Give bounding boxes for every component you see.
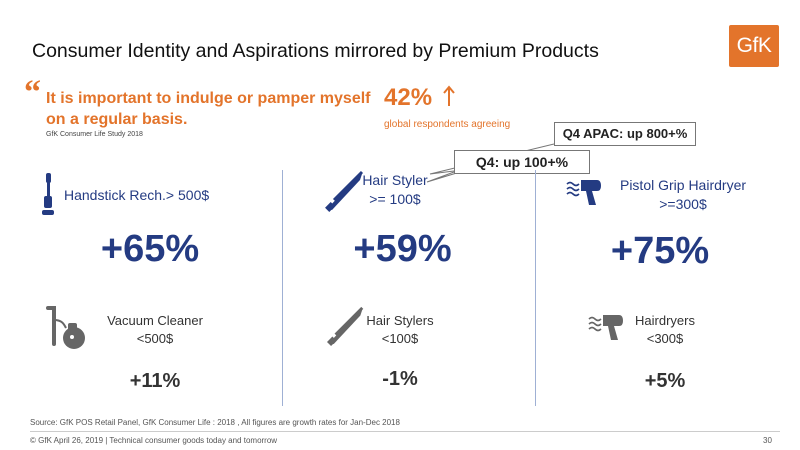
page-title: Consumer Identity and Aspirations mirror…	[32, 40, 599, 62]
page-number: 30	[763, 436, 772, 445]
col1-bottom-label-line: Vacuum Cleaner	[107, 313, 203, 328]
hair-styler-icon	[325, 170, 364, 212]
col2-bottom-value: -1%	[382, 368, 418, 390]
stat-label: global respondents agreeing	[384, 119, 511, 130]
col2-top-label-line: Hair Styler	[362, 172, 428, 188]
col2-top-value: +59%	[353, 228, 452, 270]
col2-bottom-label-line: Hair Stylers	[366, 313, 434, 328]
footer-rule	[30, 431, 780, 432]
column-divider	[282, 170, 283, 406]
vacuum-cleaner-icon	[46, 306, 85, 349]
col3-bottom-value: +5%	[644, 370, 686, 392]
col2-bottom-label: Hair Stylers <100$	[340, 313, 460, 346]
col1-top-value: +65%	[100, 228, 200, 270]
callout-apac: Q4 APAC: up 800+%	[554, 122, 696, 146]
col1-bottom-value: +11%	[129, 370, 181, 392]
col3-bottom-label-line: Hairdryers	[635, 313, 695, 328]
quote-text: It is important to indulge or pamper mys…	[46, 90, 371, 128]
footer-text: © GfK April 26, 2019 | Technical consume…	[30, 436, 278, 445]
callout-q4: Q4: up 100+%	[454, 150, 590, 174]
hair-styler-icon	[327, 306, 364, 346]
col3-bottom-label-line: <300$	[646, 331, 684, 346]
hairdryer-icon	[588, 315, 623, 340]
gfk-logo: GfK	[729, 25, 779, 67]
col3-top-label-line: >=300$	[659, 196, 707, 212]
quote-source: GfK Consumer Life Study 2018	[46, 131, 143, 138]
source-footnote: Source: GfK POS Retail Panel, GfK Consum…	[30, 418, 400, 427]
col1-top-label: Handstick Rech.> 500$	[64, 187, 274, 203]
col1-bottom-label: Vacuum Cleaner <500$	[70, 313, 240, 346]
col3-top-label-line: Pistol Grip Hairdryer	[619, 177, 747, 193]
col2-top-label: Hair Styler >= 100$	[330, 172, 460, 207]
col3-top-value: +75%	[610, 230, 710, 272]
hairdryer-icon	[566, 180, 601, 205]
col1-top-label-line: Handstick Rech.> 500$	[64, 187, 210, 203]
quote-mark: “	[24, 74, 41, 111]
stat-value: 42%	[384, 84, 433, 111]
col2-bottom-label-line: <100$	[381, 331, 419, 346]
col1-bottom-label-line: <500$	[136, 331, 174, 346]
col3-top-label: Pistol Grip Hairdryer >=300$	[598, 177, 768, 212]
col2-top-label-line: >= 100$	[369, 191, 421, 207]
handstick-vacuum-icon	[42, 173, 54, 215]
up-arrow-icon	[443, 85, 455, 106]
col3-bottom-label: Hairdryers <300$	[620, 313, 710, 346]
column-divider	[535, 170, 536, 406]
